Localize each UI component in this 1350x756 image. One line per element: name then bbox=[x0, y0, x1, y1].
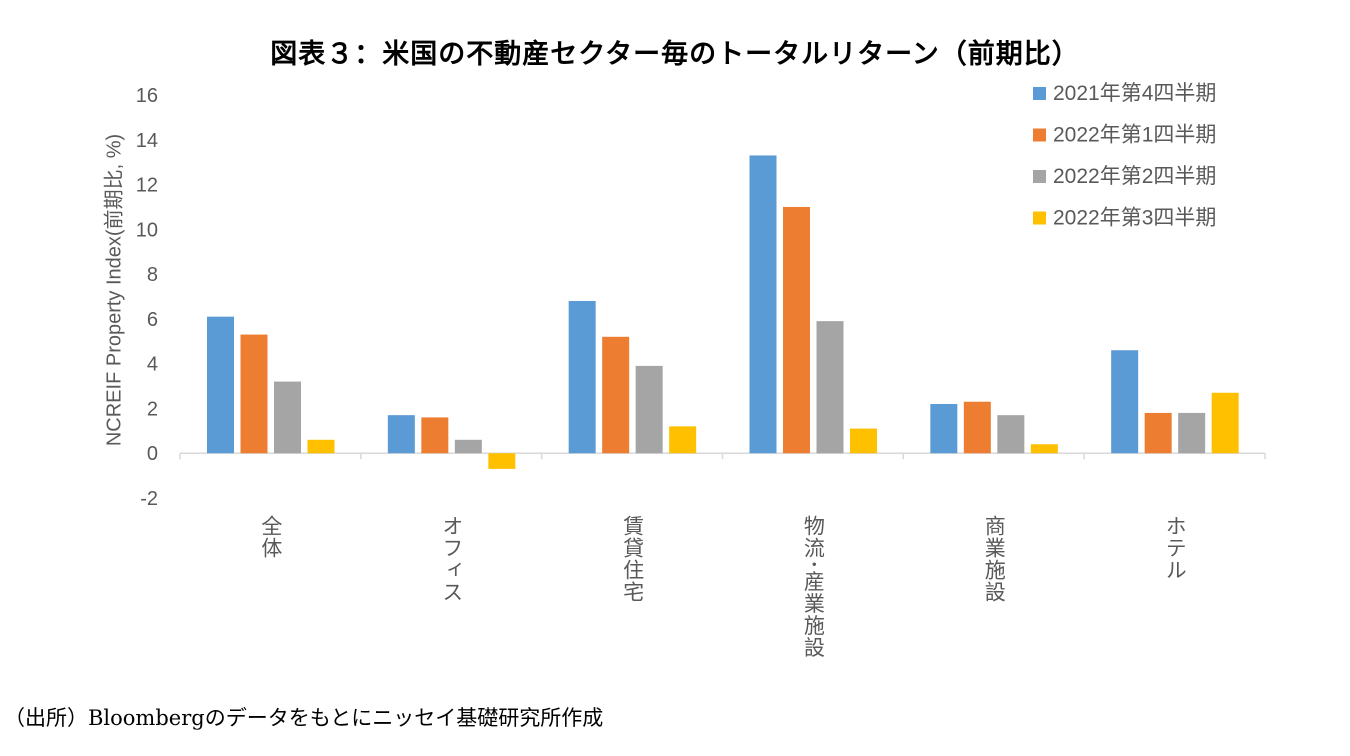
bar-4-2 bbox=[488, 453, 516, 469]
bar-3-5 bbox=[997, 415, 1025, 454]
category-label: 商業施設 bbox=[982, 515, 1006, 603]
y-tick-label: 0 bbox=[147, 443, 158, 465]
y-tick-label: 8 bbox=[147, 264, 158, 286]
bar-2-4 bbox=[783, 206, 810, 454]
bar-1-5 bbox=[930, 403, 958, 454]
bar-1-2 bbox=[387, 415, 415, 454]
legend-swatch bbox=[1033, 211, 1046, 225]
category-label: ホテル bbox=[1163, 515, 1186, 581]
bar-2-5 bbox=[963, 401, 991, 454]
y-axis-label: NCREIF Property Index(前期比, %) bbox=[103, 133, 126, 447]
bar-1-1 bbox=[207, 316, 234, 454]
bar-1-4 bbox=[749, 155, 777, 454]
legend-label: 2022年第3四半期 bbox=[1053, 207, 1216, 230]
category-label: 物流･産業施設 bbox=[801, 515, 825, 659]
bar-2-1 bbox=[240, 334, 268, 454]
y-tick-label: 6 bbox=[147, 309, 158, 331]
bar-1-3 bbox=[568, 300, 596, 454]
category-label: オフィス bbox=[440, 515, 463, 603]
legend-swatch bbox=[1033, 170, 1046, 183]
legend-label: 2021年第4四半期 bbox=[1053, 82, 1216, 105]
bar-4-1 bbox=[307, 439, 335, 454]
bar-4-4 bbox=[850, 428, 877, 454]
bar-4-5 bbox=[1030, 444, 1058, 454]
bar-3-1 bbox=[274, 381, 301, 454]
y-tick-label: 10 bbox=[136, 219, 158, 241]
bar-2-3 bbox=[602, 336, 630, 454]
bar-1-6 bbox=[1111, 350, 1139, 454]
bar-3-6 bbox=[1178, 412, 1206, 454]
y-tick-label: 2 bbox=[147, 398, 158, 420]
legend-label: 2022年第2四半期 bbox=[1053, 165, 1216, 188]
bar-2-2 bbox=[421, 417, 449, 454]
bar-4-3 bbox=[669, 426, 697, 454]
chart-title: 図表３：米国の不動産セクター毎のトータルリターン（前期比） bbox=[270, 39, 1080, 70]
bar-3-2 bbox=[454, 439, 482, 454]
legend-swatch bbox=[1033, 87, 1046, 100]
bar-2-6 bbox=[1144, 412, 1172, 454]
legend-label: 2022年第1四半期 bbox=[1053, 124, 1216, 147]
y-tick-label: -2 bbox=[140, 488, 158, 510]
category-label: 賃貸住宅 bbox=[621, 515, 645, 603]
bar-3-4 bbox=[816, 321, 844, 454]
y-tick-label: 16 bbox=[136, 85, 158, 107]
y-tick-label: 14 bbox=[136, 130, 158, 152]
source-note: （出所）Bloombergのデータをもとにニッセイ基礎研究所作成 bbox=[4, 706, 604, 730]
bar-4-6 bbox=[1211, 392, 1239, 454]
y-tick-label: 12 bbox=[136, 175, 158, 197]
bar-3-3 bbox=[635, 365, 663, 454]
legend-swatch bbox=[1033, 128, 1046, 142]
category-label: 全体 bbox=[259, 515, 283, 559]
y-tick-label: 4 bbox=[147, 354, 158, 376]
